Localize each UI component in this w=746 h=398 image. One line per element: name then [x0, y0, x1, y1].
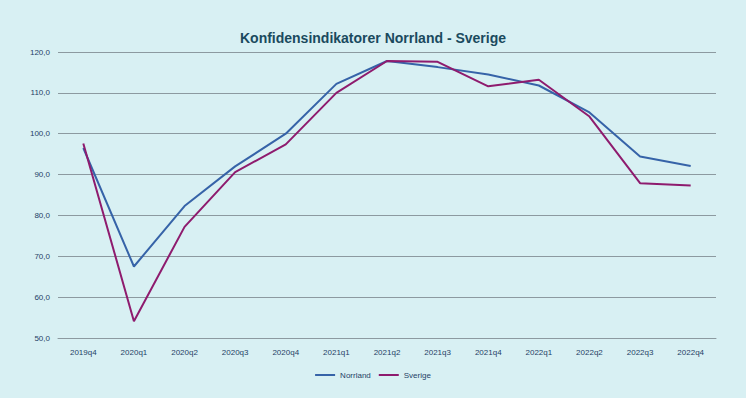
svg-text:120,0: 120,0 — [30, 48, 51, 57]
svg-text:2020q1: 2020q1 — [121, 348, 148, 357]
svg-text:2021q2: 2021q2 — [374, 348, 401, 357]
svg-text:2021q1: 2021q1 — [323, 348, 350, 357]
svg-text:60,0: 60,0 — [34, 293, 50, 302]
svg-text:2021q4: 2021q4 — [475, 348, 502, 357]
svg-text:50,0: 50,0 — [34, 334, 50, 343]
svg-text:2019q4: 2019q4 — [70, 348, 97, 357]
svg-text:80,0: 80,0 — [34, 211, 50, 220]
svg-text:70,0: 70,0 — [34, 252, 50, 261]
svg-text:2022q3: 2022q3 — [627, 348, 654, 357]
svg-text:2022q4: 2022q4 — [677, 348, 704, 357]
svg-text:Konfidensindikatorer Norrland: Konfidensindikatorer Norrland - Sverige — [240, 30, 506, 46]
svg-text:100,0: 100,0 — [30, 129, 51, 138]
svg-text:2020q4: 2020q4 — [272, 348, 299, 357]
svg-text:Norrland: Norrland — [340, 371, 371, 380]
svg-text:2020q2: 2020q2 — [171, 348, 198, 357]
svg-text:110,0: 110,0 — [31, 88, 51, 97]
svg-text:2021q3: 2021q3 — [424, 348, 451, 357]
svg-text:2020q3: 2020q3 — [222, 348, 249, 357]
svg-text:2022q1: 2022q1 — [525, 348, 552, 357]
svg-text:90,0: 90,0 — [34, 170, 50, 179]
svg-text:Sverige: Sverige — [404, 371, 432, 380]
svg-text:2022q2: 2022q2 — [576, 348, 603, 357]
